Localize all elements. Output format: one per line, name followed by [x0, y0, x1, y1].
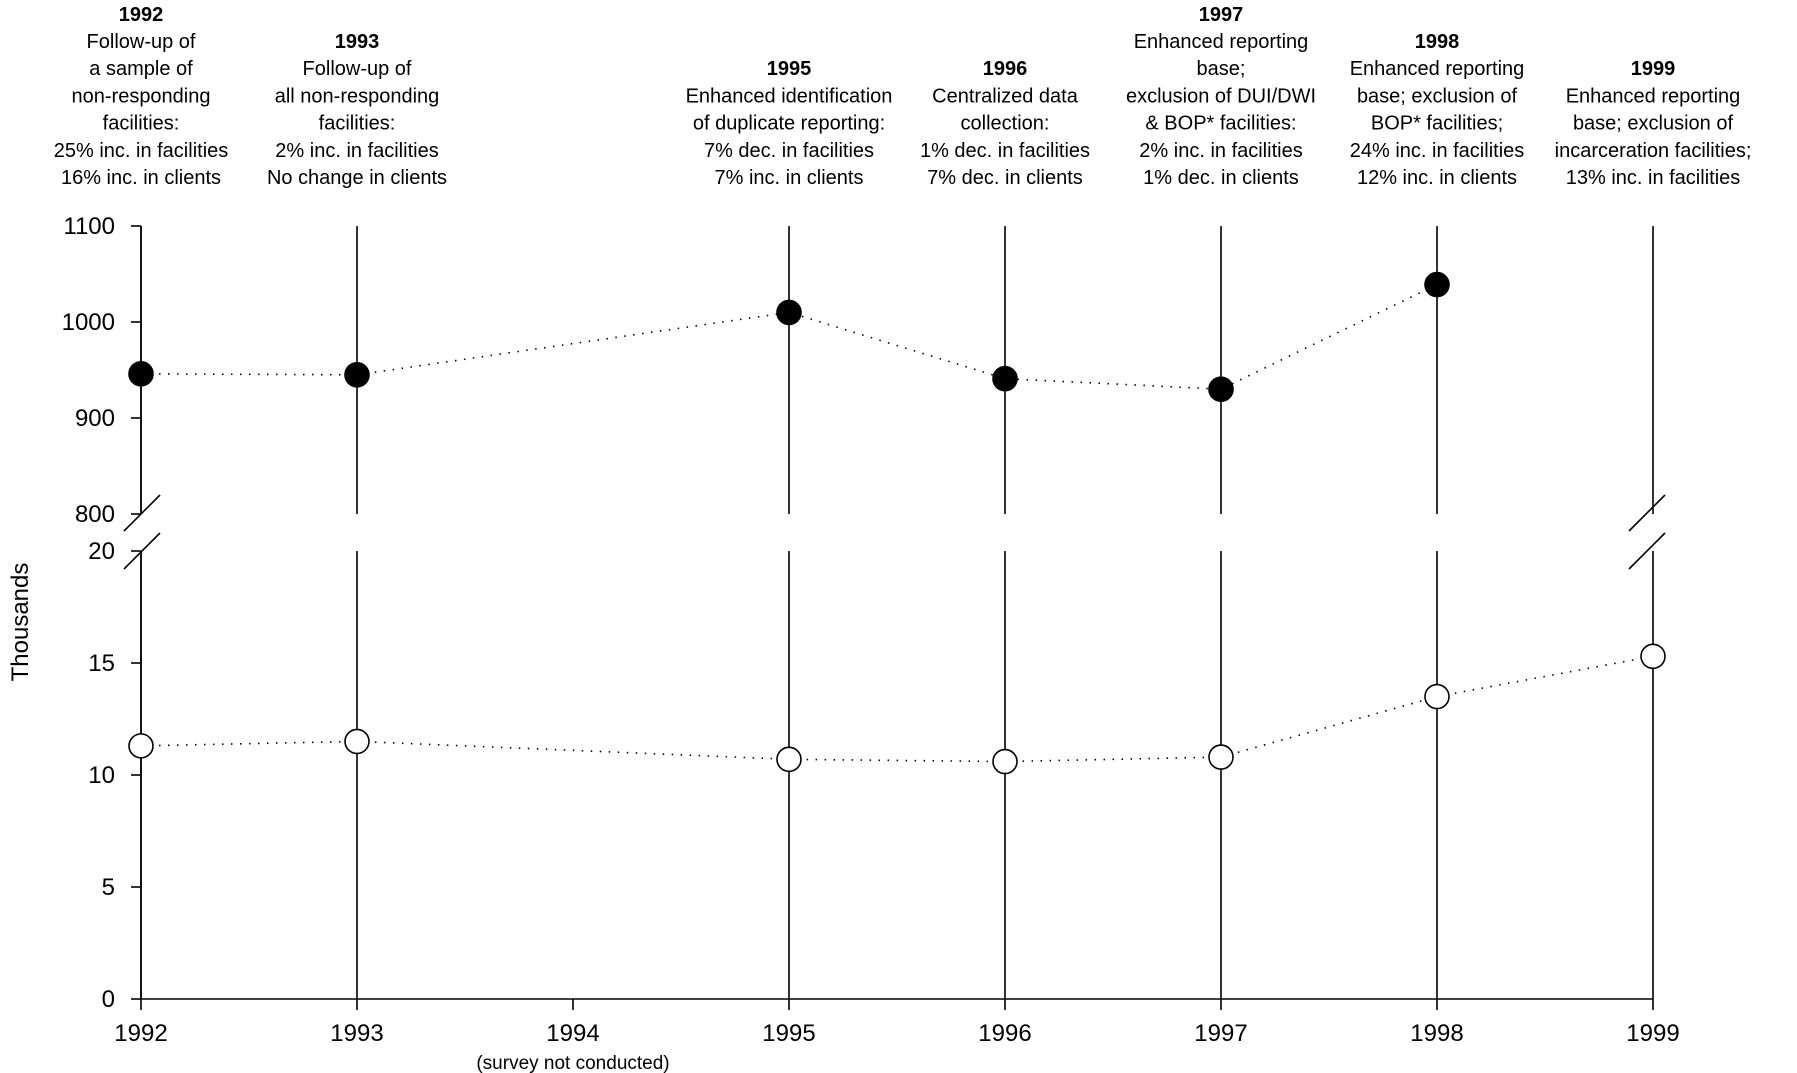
- series-line-filled: [140, 283, 1438, 391]
- point-filled-1996: [992, 365, 1018, 392]
- annotation-line-1998-3: 24% inc. in facilities: [1350, 140, 1525, 162]
- annotation-line-1999-0: Enhanced reporting: [1566, 85, 1741, 107]
- annotation-year-1996: 1996: [983, 58, 1028, 80]
- annotation-line-1993-4: No change in clients: [267, 167, 447, 189]
- annotation-line-1992-1: a sample of: [89, 58, 193, 80]
- annotation-line-1996-0: Centralized data: [932, 85, 1079, 107]
- annotation-line-1992-4: 25% inc. in facilities: [54, 140, 229, 162]
- lower-y-tick-label-5: 5: [102, 874, 115, 901]
- upper-y-tick-label-1100: 1100: [63, 213, 115, 240]
- upper-y-tick-label-1000: 1000: [62, 309, 115, 336]
- y-axis-label: Thousands: [7, 563, 34, 682]
- annotation-year-1997: 1997: [1199, 4, 1244, 26]
- annotation-1996: 1996 Centralized data collection: 1% dec. i…: [920, 58, 1090, 189]
- annotation-line-1998-4: 12% inc. in clients: [1357, 167, 1517, 189]
- point-filled-1995: [776, 299, 802, 326]
- x-tick-label-1995: 1995: [762, 1020, 815, 1047]
- x-tick-label-1998: 1998: [1410, 1020, 1463, 1047]
- y-axis-break-right-b: [1628, 532, 1666, 570]
- annotation-year-1999: 1999: [1631, 58, 1676, 80]
- x-tick-label-1996: 1996: [978, 1020, 1031, 1047]
- point-open-1992: [128, 733, 154, 759]
- annotation-line-1997-4: 2% inc. in facilities: [1139, 140, 1302, 162]
- y-ticks: 1100 1000 900 800 20 15 10 5 0: [62, 213, 141, 1013]
- annotation-line-1998-1: base; exclusion of: [1357, 85, 1518, 107]
- annotation-line-1997-1: base;: [1197, 58, 1246, 80]
- point-open-1995: [776, 746, 802, 773]
- x-note-survey-not-conducted: (survey not conducted): [476, 1053, 669, 1073]
- annotation-line-1993-1: all non-responding: [275, 85, 440, 107]
- annotation-line-1995-0: Enhanced identification: [686, 85, 893, 107]
- annotation-line-1996-1: collection:: [961, 113, 1050, 135]
- axis-breaks: [123, 494, 1666, 570]
- axes: [140, 226, 1653, 1000]
- annotation-line-1993-0: Follow-up of: [303, 58, 412, 80]
- annotation-line-1996-2: 1% dec. in facilities: [920, 140, 1090, 162]
- annotation-line-1998-0: Enhanced reporting: [1350, 58, 1525, 80]
- point-filled-1997: [1208, 376, 1234, 403]
- annotation-line-1999-1: base; exclusion of: [1573, 113, 1734, 135]
- annotation-1998: 1998 Enhanced reporting base; exclusion of…: [1350, 31, 1525, 189]
- annotation-line-1996-3: 7% dec. in clients: [927, 167, 1083, 189]
- point-open-1999: [1640, 643, 1666, 670]
- annotation-1997: 1997 Enhanced reporting base; exclusion of …: [1126, 4, 1316, 189]
- point-filled-1992: [128, 361, 154, 387]
- x-tick-label-1999: 1999: [1626, 1020, 1679, 1047]
- point-open-1996: [992, 748, 1018, 775]
- annotation-1995: 1995 Enhanced identification of duplicate …: [686, 58, 893, 189]
- upper-y-tick-label-800: 800: [75, 501, 115, 528]
- lower-y-tick-label-15: 15: [88, 650, 115, 677]
- x-tick-label-1997: 1997: [1194, 1020, 1247, 1047]
- point-open-1997: [1208, 744, 1234, 770]
- series-points: [128, 271, 1666, 775]
- point-open-1993: [344, 728, 370, 755]
- point-open-1998: [1424, 683, 1450, 710]
- x-ticks: 1992 1993 1994 1995 1996 1997 1998 1999 (survey …: [114, 999, 1680, 1073]
- lower-y-tick-label-0: 0: [102, 986, 115, 1013]
- y-axis-break-left-b: [123, 532, 161, 570]
- annotations: 1992 Follow-up of a sample of non-respondin…: [54, 4, 1752, 189]
- annotation-year-1998: 1998: [1415, 31, 1460, 53]
- x-tick-label-1992: 1992: [114, 1020, 167, 1047]
- annotation-1999: 1999 Enhanced reporting base; exclusion of…: [1555, 58, 1752, 189]
- annotation-line-1992-2: non-responding: [72, 85, 211, 107]
- annotation-year-1995: 1995: [767, 58, 812, 80]
- annotation-line-1992-3: facilities:: [103, 113, 180, 135]
- annotation-line-1997-2: exclusion of DUI/DWI: [1126, 85, 1316, 107]
- upper-y-tick-label-900: 900: [75, 405, 115, 432]
- y-axis-break-left-a: [123, 494, 161, 532]
- annotation-line-1997-5: 1% dec. in clients: [1143, 167, 1299, 189]
- point-filled-1998: [1424, 271, 1450, 298]
- lower-y-tick-label-10: 10: [88, 762, 115, 789]
- year-vertical-lines: [140, 226, 1654, 999]
- annotation-line-1997-3: & BOP* facilities:: [1145, 113, 1296, 135]
- annotation-line-1993-2: facilities:: [319, 113, 396, 135]
- annotation-line-1998-2: BOP* facilities;: [1371, 113, 1503, 135]
- annotation-line-1999-3: 13% inc. in facilities: [1566, 167, 1741, 189]
- annotation-line-1995-2: 7% dec. in facilities: [704, 140, 874, 162]
- annotation-year-1993: 1993: [335, 31, 380, 53]
- annotation-line-1995-1: of duplicate reporting:: [693, 113, 885, 135]
- point-filled-1993: [344, 361, 370, 388]
- x-tick-label-1993: 1993: [330, 1020, 383, 1047]
- annotation-1993: 1993 Follow-up of all non-responding facili…: [267, 31, 447, 189]
- x-tick-label-1994: 1994: [546, 1020, 599, 1047]
- lower-y-tick-label-20: 20: [88, 538, 115, 565]
- y-axis-break-right-a: [1628, 494, 1666, 532]
- annotation-line-1992-5: 16% inc. in clients: [61, 167, 221, 189]
- annotation-1992: 1992 Follow-up of a sample of non-respondin…: [54, 4, 229, 189]
- annotation-line-1993-3: 2% inc. in facilities: [275, 140, 438, 162]
- annotation-year-1992: 1992: [119, 4, 164, 26]
- annotation-line-1992-0: Follow-up of: [87, 31, 196, 53]
- annotation-line-1997-0: Enhanced reporting: [1134, 31, 1309, 53]
- annotation-line-1995-3: 7% inc. in clients: [715, 167, 864, 189]
- annotation-line-1999-2: incarceration facilities;: [1555, 140, 1752, 162]
